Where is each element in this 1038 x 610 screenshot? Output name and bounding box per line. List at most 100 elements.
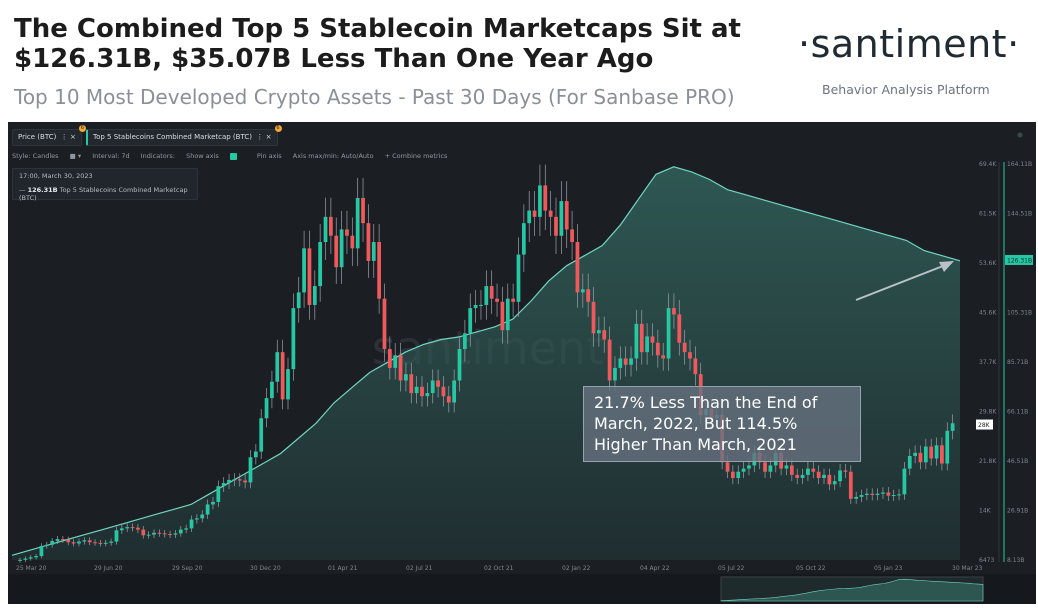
candle-body: [634, 323, 639, 359]
candle-body: [859, 495, 864, 497]
candle-body: [436, 380, 440, 387]
x-axis-tick: 05 Jan 23: [874, 565, 903, 572]
price-axis-tick: 29.8K: [979, 409, 997, 416]
candle-body: [109, 541, 113, 543]
candle-body: [881, 492, 885, 494]
tab-stablecoin-marketcap[interactable]: Top 5 Stablecoins Combined Marketcap (BT…: [86, 125, 282, 146]
candle-body: [366, 223, 371, 261]
checkbox-icon[interactable]: [229, 152, 237, 160]
current-price-tag: [976, 419, 993, 430]
candle-body: [211, 501, 215, 505]
candle-body: [61, 539, 65, 541]
x-axis-tick: 01 Apr 21: [328, 565, 358, 572]
candle-body: [650, 336, 655, 343]
candle-body: [655, 342, 660, 356]
candle-body: [87, 540, 92, 543]
candle-body: [913, 452, 917, 456]
candle-body: [479, 304, 483, 306]
x-axis-tick: 02 Jan 22: [562, 565, 591, 572]
candle-body: [902, 468, 907, 495]
candle-body: [923, 446, 928, 463]
current-marketcap-tag: [1005, 254, 1033, 265]
candle-body: [693, 358, 698, 375]
candle-body: [848, 471, 853, 499]
price-axis-tick: 37.7K: [979, 359, 997, 366]
brand-tagline: Behavior Analysis Platform: [822, 82, 990, 97]
candle-body: [157, 532, 162, 534]
candle-body: [130, 527, 135, 529]
candle-body: [516, 254, 521, 302]
candle-body: [800, 474, 805, 479]
style-select[interactable]: Style: Candles: [12, 152, 59, 160]
candle-body: [50, 540, 55, 545]
combine-metrics-button[interactable]: + Combine metrics: [384, 152, 448, 160]
candle-body: [822, 474, 826, 479]
candle-body: [28, 557, 33, 559]
candle-body: [302, 248, 306, 293]
candle-body: [318, 242, 323, 287]
candle-body: [725, 462, 730, 472]
candle-body: [18, 559, 22, 561]
candle-body: [795, 474, 800, 479]
candle-body: [382, 298, 387, 350]
show-axis-toggle[interactable]: Show axis: [186, 152, 246, 160]
candle-body: [307, 248, 312, 305]
candle-body: [570, 229, 574, 243]
color-swatch-icon[interactable]: ■ ▾: [69, 152, 82, 160]
candle-body: [457, 349, 462, 381]
pin-axis-toggle[interactable]: Pin axis: [256, 152, 282, 160]
candle-body: [82, 540, 87, 542]
tab-price-btc[interactable]: Price (BTC) ⋮ × 6: [12, 125, 86, 146]
candle-body: [747, 465, 751, 469]
navigator-area: [720, 578, 984, 602]
price-axis-tick: 61.5K: [979, 211, 997, 218]
axis-minmax-select[interactable]: Axis max/min: Auto/Auto: [292, 152, 374, 160]
tab-menu-icon[interactable]: ⋮ ×: [254, 133, 272, 141]
candle-body: [597, 330, 601, 334]
candle-body: [39, 545, 44, 557]
x-axis-tick: 02 Jul 21: [406, 565, 433, 572]
interval-select[interactable]: Interval: 7d: [92, 152, 130, 160]
tab-stablecoin-label: Top 5 Stablecoins Combined Marketcap (BT…: [93, 133, 252, 141]
tab-badge: 6: [78, 125, 86, 132]
candle-body: [672, 308, 676, 315]
current-marketcap-label: 126.31B: [1007, 257, 1032, 264]
santiment-logo: ·santiment·: [798, 22, 1020, 66]
candle-body: [329, 216, 333, 236]
candle-body: [575, 242, 580, 293]
indicators-select[interactable]: Indicators:: [140, 152, 175, 160]
candle-body: [489, 286, 494, 299]
tab-menu-icon[interactable]: ⋮ ×: [58, 133, 76, 141]
candle-body: [119, 528, 124, 531]
candle-body: [527, 210, 532, 224]
candle-body: [452, 380, 457, 403]
annotation-arrowhead: [939, 261, 954, 272]
candle-body: [763, 462, 767, 472]
chart-subtitle: Top 10 Most Developed Crypto Assets - Pa…: [14, 85, 735, 109]
candle-body: [264, 398, 269, 419]
candle-body: [425, 393, 430, 397]
candle-body: [736, 471, 741, 479]
candle-body: [929, 446, 934, 459]
marketcap-axis-tick: 85.71B: [1007, 359, 1028, 366]
chart-panel: santiment69.4K61.5K53.6K45.6K37.7K29.8K2…: [8, 122, 1036, 604]
x-axis-tick: 04 Apr 22: [640, 565, 670, 572]
candle-body: [146, 534, 151, 536]
candle-body: [832, 481, 837, 485]
candle-body: [103, 542, 108, 544]
hover-tooltip: 17:00, March 30, 2023 — 126.31B Top 5 St…: [12, 168, 198, 202]
tooltip-date: 17:00, March 30, 2023: [19, 172, 93, 180]
candle-body: [741, 468, 746, 472]
candle-body: [950, 423, 955, 431]
marketcap-axis-tick: 66.11B: [1007, 409, 1028, 416]
candle-body: [870, 493, 875, 496]
candle-body: [141, 529, 146, 536]
candle-body: [253, 451, 258, 458]
candle-body: [891, 495, 896, 497]
x-axis-tick: 02 Oct 21: [484, 565, 514, 572]
candle-body: [934, 445, 939, 459]
candle-body: [361, 197, 365, 224]
candle-body: [44, 544, 49, 546]
candle-body: [677, 314, 682, 343]
candle-body: [404, 374, 408, 381]
